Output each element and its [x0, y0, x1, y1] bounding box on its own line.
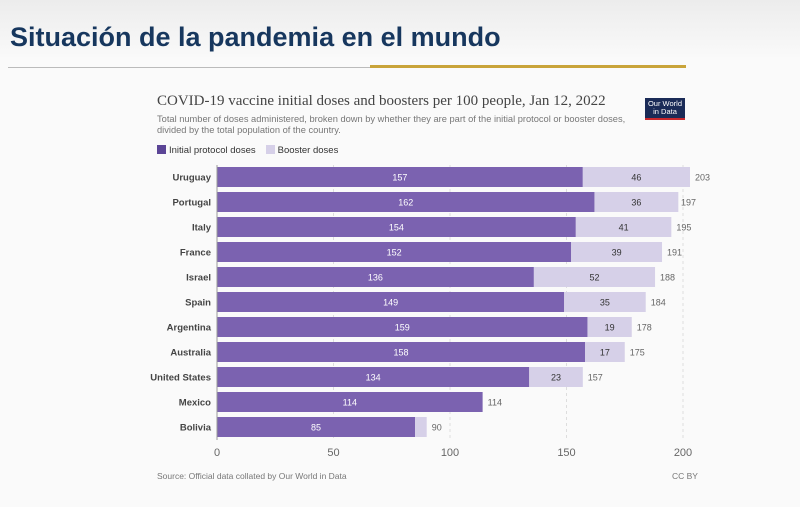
owid-logo: Our World in Data	[645, 98, 685, 120]
bar-label-booster: 19	[605, 323, 615, 333]
bar-booster	[571, 242, 663, 262]
category-label: Spain	[185, 298, 211, 309]
bar-booster	[582, 167, 690, 187]
bar-label-booster: 39	[612, 248, 622, 258]
x-tick-label: 150	[557, 447, 575, 459]
bar-label-initial: 158	[394, 348, 409, 358]
bar-label-booster: 52	[589, 273, 599, 283]
bar-initial	[217, 342, 586, 362]
bar-initial	[217, 367, 530, 387]
bar-booster	[415, 417, 427, 437]
bar-initial	[217, 217, 576, 237]
category-label: United States	[150, 373, 211, 384]
bar-label-initial: 152	[387, 248, 402, 258]
legend-initial: Initial protocol doses	[157, 145, 256, 156]
accent-divider	[370, 65, 686, 68]
category-label: Australia	[170, 348, 211, 359]
bar-label-initial: 136	[368, 273, 383, 283]
divider	[8, 67, 370, 68]
slide-title: Situación de la pandemia en el mundo	[10, 22, 501, 52]
bar-label-booster: 36	[631, 198, 641, 208]
category-label: Portugal	[172, 198, 211, 209]
chart-title: COVID-19 vaccine initial doses and boost…	[157, 93, 606, 109]
source-note: Source: Official data collated by Our Wo…	[157, 471, 347, 481]
category-label: Uruguay	[172, 173, 211, 184]
bar-booster	[594, 192, 679, 212]
total-label: 203	[695, 173, 710, 183]
total-label: 184	[651, 298, 666, 308]
license: CC BY	[672, 471, 698, 481]
bar-label-initial: 162	[398, 198, 413, 208]
bar-label-initial: 85	[311, 423, 321, 433]
legend-label: Initial protocol doses	[169, 145, 256, 156]
bar-initial	[217, 192, 595, 212]
bar-initial	[217, 242, 572, 262]
bar-label-booster: 35	[600, 298, 610, 308]
total-label: 195	[676, 223, 691, 233]
bar-label-initial: 159	[395, 323, 410, 333]
bar-label-booster: 46	[631, 173, 641, 183]
legend: Initial protocol doses Booster doses	[157, 145, 338, 156]
bar-booster	[529, 367, 583, 387]
bar-label-initial: 114	[343, 398, 357, 408]
total-label: 188	[660, 273, 675, 283]
bar-booster	[585, 342, 625, 362]
bar-initial	[217, 417, 416, 437]
category-label: Italy	[192, 223, 212, 234]
bar-initial	[217, 267, 534, 287]
category-label: Argentina	[167, 323, 212, 334]
category-label: Bolivia	[180, 423, 212, 434]
bar-initial	[217, 392, 483, 412]
total-label: 114	[488, 398, 502, 408]
x-tick-label: 100	[441, 447, 459, 459]
total-label: 90	[432, 423, 442, 433]
total-label: 191	[667, 248, 682, 258]
bar-label-booster: 41	[619, 223, 629, 233]
total-label: 178	[637, 323, 652, 333]
category-label: France	[180, 248, 211, 259]
category-label: Mexico	[179, 398, 211, 409]
bar-booster	[575, 217, 672, 237]
bar-booster	[587, 317, 632, 337]
bar-label-booster: 17	[600, 348, 610, 358]
chart-subtitle: Total number of doses administered, brok…	[157, 114, 626, 135]
bar-initial	[217, 292, 565, 312]
total-label: 157	[588, 373, 603, 383]
total-label: 197	[681, 198, 696, 208]
bar-initial	[217, 167, 583, 187]
bar-label-initial: 157	[392, 173, 407, 183]
bar-label-initial: 134	[366, 373, 381, 383]
x-tick-label: 200	[674, 447, 692, 459]
bar-booster	[533, 267, 656, 287]
bar-label-initial: 154	[389, 223, 404, 233]
legend-label: Booster doses	[277, 145, 339, 156]
total-label: 175	[630, 348, 645, 358]
bar-initial	[217, 317, 588, 337]
legend-booster: Booster doses	[265, 145, 339, 156]
category-label: Israel	[186, 273, 211, 284]
bar-label-booster: 23	[551, 373, 561, 383]
x-tick-label: 0	[214, 447, 220, 459]
x-tick-label: 50	[327, 447, 339, 459]
bar-booster	[564, 292, 646, 312]
bar-label-initial: 149	[383, 298, 398, 308]
